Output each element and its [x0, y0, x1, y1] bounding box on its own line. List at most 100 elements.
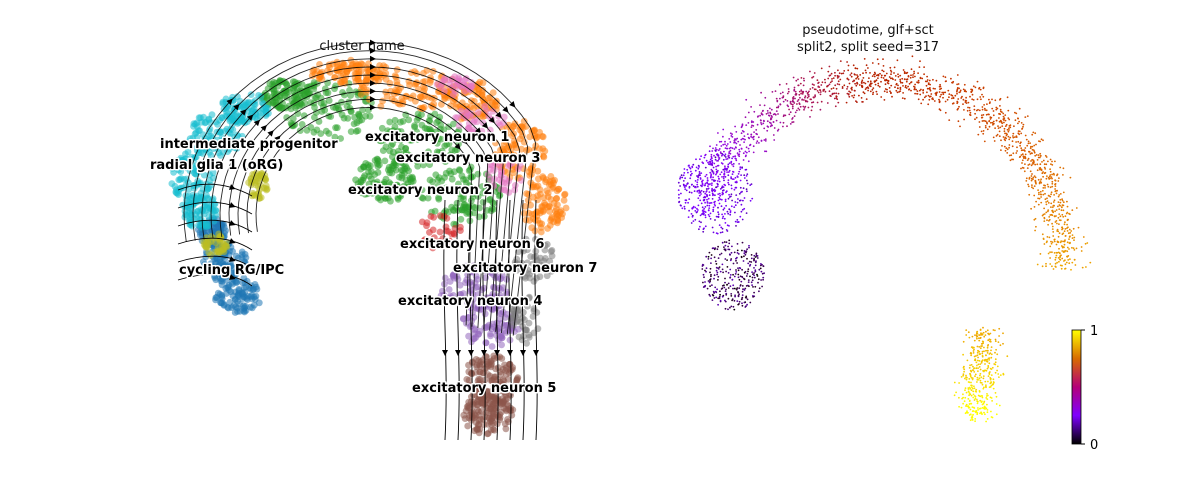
- pseudotime-point: [1043, 163, 1046, 166]
- pseudotime-point: [877, 77, 879, 79]
- pseudotime-point: [753, 257, 755, 260]
- pseudotime-point: [789, 100, 792, 103]
- pseudotime-point: [755, 252, 758, 255]
- pseudotime-point: [1008, 146, 1010, 149]
- pseudotime-point: [1024, 153, 1027, 156]
- pseudotime-point: [1049, 195, 1052, 198]
- pseudotime-point: [978, 87, 980, 90]
- pseudotime-point: [994, 99, 997, 102]
- pseudotime-point: [1038, 167, 1041, 170]
- pseudotime-point: [984, 406, 987, 409]
- pseudotime-point: [742, 260, 745, 262]
- pseudotime-point: [990, 346, 993, 348]
- pseudotime-point: [811, 101, 813, 104]
- pseudotime-point: [1008, 127, 1010, 130]
- pseudotime-point: [1064, 221, 1066, 224]
- streamline-arrow: [369, 55, 376, 62]
- pseudotime-point: [1016, 150, 1018, 152]
- pseudotime-point: [1007, 135, 1010, 138]
- pseudotime-point: [999, 97, 1002, 100]
- pseudotime-point: [978, 121, 981, 123]
- pseudotime-point: [971, 418, 974, 421]
- pseudotime-point: [981, 396, 984, 399]
- pseudotime-point: [1003, 130, 1006, 133]
- pseudotime-point: [747, 122, 750, 124]
- pseudotime-point: [959, 89, 962, 92]
- pseudotime-point: [1049, 186, 1052, 189]
- pseudotime-point: [1059, 201, 1062, 204]
- pseudotime-point: [715, 148, 718, 151]
- pseudotime-point: [918, 66, 921, 68]
- pseudotime-point: [741, 294, 744, 296]
- pseudotime-point: [878, 85, 881, 88]
- pseudotime-point: [717, 275, 720, 278]
- pseudotime-point: [727, 174, 730, 177]
- pseudotime-point: [973, 339, 976, 342]
- pseudotime-point: [788, 113, 791, 116]
- pseudotime-point: [1064, 263, 1067, 266]
- pseudotime-point: [1041, 161, 1043, 163]
- pseudotime-point: [814, 94, 816, 97]
- pseudotime-point: [956, 74, 959, 76]
- pseudotime-point: [702, 230, 705, 233]
- pseudotime-point: [990, 353, 993, 356]
- pseudotime-point: [708, 160, 711, 163]
- pseudotime-point: [741, 166, 743, 169]
- pseudotime-point: [744, 150, 747, 153]
- pseudotime-point: [720, 154, 723, 157]
- pseudotime-point: [813, 88, 816, 91]
- pseudotime-point: [959, 91, 962, 93]
- pseudotime-point: [1046, 236, 1049, 238]
- pseudotime-point: [688, 186, 691, 189]
- pseudotime-point: [727, 212, 730, 215]
- pseudotime-point: [992, 110, 995, 112]
- pseudotime-point: [742, 199, 744, 202]
- pseudotime-point: [874, 83, 877, 86]
- pseudotime-point: [713, 256, 716, 259]
- pseudotime-point: [753, 110, 756, 113]
- pseudotime-point: [1054, 185, 1057, 188]
- pseudotime-point: [728, 183, 730, 186]
- pseudotime-point: [975, 109, 978, 112]
- pseudotime-point: [1040, 181, 1043, 184]
- pseudotime-point: [835, 87, 838, 90]
- pseudotime-point: [857, 78, 860, 80]
- pseudotime-point: [712, 171, 715, 174]
- pseudotime-point: [1058, 223, 1060, 226]
- pseudotime-point: [729, 274, 732, 276]
- pseudotime-point: [1081, 266, 1084, 269]
- pseudotime-point: [953, 381, 956, 384]
- pseudotime-point: [972, 393, 975, 396]
- pseudotime-point: [730, 176, 732, 179]
- pseudotime-point: [929, 89, 932, 92]
- pseudotime-point: [721, 227, 724, 230]
- pseudotime-point: [814, 95, 816, 98]
- pseudotime-point: [839, 60, 842, 62]
- pseudotime-point: [880, 80, 882, 83]
- pseudotime-point: [764, 150, 766, 153]
- streamline: [246, 98, 481, 327]
- pseudotime-point: [678, 200, 681, 203]
- pseudotime-point: [688, 164, 690, 167]
- streamline-arrow: [468, 350, 474, 356]
- pseudotime-point: [703, 207, 706, 210]
- pseudotime-point: [794, 90, 797, 93]
- pseudotime-point: [710, 202, 713, 204]
- pseudotime-point: [999, 110, 1002, 113]
- pseudotime-point: [741, 125, 743, 128]
- pseudotime-point: [979, 334, 981, 336]
- pseudotime-point: [1039, 152, 1042, 155]
- pseudotime-point: [889, 66, 892, 69]
- pseudotime-point: [752, 273, 754, 275]
- pseudotime-point: [718, 140, 721, 143]
- pseudotime-point: [689, 177, 692, 180]
- pseudotime-point: [939, 95, 942, 98]
- pseudotime-point: [796, 109, 798, 112]
- pseudotime-point: [864, 69, 867, 72]
- pseudotime-point: [978, 353, 981, 356]
- pseudotime-point: [1034, 154, 1037, 157]
- pseudotime-point: [1042, 193, 1045, 196]
- pseudotime-point: [976, 332, 979, 335]
- pseudotime-point: [970, 394, 973, 397]
